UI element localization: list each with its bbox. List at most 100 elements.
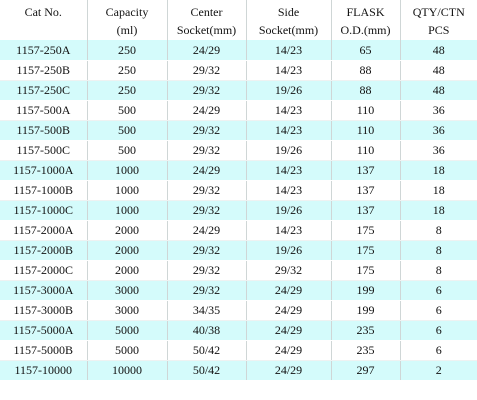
table-row: 1157-5000A 5000 40/38 24/29 235 6: [0, 320, 477, 341]
cat-no-cell: 1157-250A: [0, 40, 88, 61]
qty-cell: 2: [400, 360, 477, 381]
capacity-cell: 250: [87, 60, 168, 81]
qty-cell: 6: [400, 340, 477, 361]
qty-cell: 18: [400, 180, 477, 201]
capacity-cell: 1000: [87, 180, 168, 201]
qty-cell: 48: [400, 40, 477, 61]
flask-od-cell: 235: [331, 320, 401, 341]
flask-spec-table: Cat No. Capacity Center Side FLASK QTY/C…: [0, 0, 477, 381]
cat-no-cell: 1157-500C: [0, 140, 88, 161]
side-socket-cell: 14/23: [246, 120, 332, 141]
center-socket-cell: 29/32: [167, 240, 247, 261]
flask-od-cell: 137: [331, 200, 401, 221]
flask-od-cell: 88: [331, 80, 401, 101]
capacity-cell: 1000: [87, 160, 168, 181]
flask-od-cell: 235: [331, 340, 401, 361]
side-socket-cell: 14/23: [246, 180, 332, 201]
side-socket-cell: 19/26: [246, 240, 332, 261]
side-socket-cell: 24/29: [246, 300, 332, 321]
side-socket-cell: 14/23: [246, 220, 332, 241]
qty-cell: 36: [400, 140, 477, 161]
cat-no-cell: 1157-500A: [0, 100, 88, 121]
cat-no-cell: 1157-1000B: [0, 180, 88, 201]
capacity-cell: 5000: [87, 340, 168, 361]
capacity-cell: 2000: [87, 240, 168, 261]
center-socket-cell: 29/32: [167, 180, 247, 201]
table-row: 1157-2000C 2000 29/32 29/32 175 8: [0, 260, 477, 281]
flask-od-cell: 137: [331, 180, 401, 201]
cat-no-cell: 1157-5000B: [0, 340, 88, 361]
center-socket-cell: 50/42: [167, 360, 247, 381]
qty-cell: 6: [400, 300, 477, 321]
qty-cell: 6: [400, 280, 477, 301]
flask-od-cell: 175: [331, 220, 401, 241]
capacity-cell: 500: [87, 100, 168, 121]
flask-od-cell: 175: [331, 260, 401, 281]
table-row: 1157-1000A 1000 24/29 14/23 137 18: [0, 160, 477, 181]
flask-od-cell: 137: [331, 160, 401, 181]
capacity-cell: 500: [87, 140, 168, 161]
qty-cell: 8: [400, 260, 477, 281]
cat-no-cell: 1157-2000C: [0, 260, 88, 281]
header-flask: FLASK: [331, 0, 401, 20]
table-row: 1157-5000B 5000 50/42 24/29 235 6: [0, 340, 477, 361]
cat-no-cell: 1157-500B: [0, 120, 88, 141]
table-row: 1157-500B 500 29/32 14/23 110 36: [0, 120, 477, 141]
side-socket-cell: 24/29: [246, 360, 332, 381]
capacity-cell: 250: [87, 40, 168, 61]
flask-od-cell: 65: [331, 40, 401, 61]
table-row: 1157-250A 250 24/29 14/23 65 48: [0, 40, 477, 61]
center-socket-cell: 29/32: [167, 200, 247, 221]
center-socket-cell: 24/29: [167, 160, 247, 181]
capacity-cell: 10000: [87, 360, 168, 381]
header-cat-no: Cat No.: [0, 0, 88, 20]
capacity-cell: 3000: [87, 280, 168, 301]
center-socket-cell: 24/29: [167, 40, 247, 61]
center-socket-cell: 29/32: [167, 140, 247, 161]
side-socket-cell: 24/29: [246, 280, 332, 301]
header-flask-unit: O.D.(mm): [331, 20, 401, 40]
flask-od-cell: 199: [331, 280, 401, 301]
side-socket-cell: 29/32: [246, 260, 332, 281]
table-row: 1157-1000B 1000 29/32 14/23 137 18: [0, 180, 477, 201]
table-row: 1157-3000B 3000 34/35 24/29 199 6: [0, 300, 477, 321]
capacity-cell: 500: [87, 120, 168, 141]
side-socket-cell: 14/23: [246, 160, 332, 181]
center-socket-cell: 40/38: [167, 320, 247, 341]
center-socket-cell: 29/32: [167, 260, 247, 281]
cat-no-cell: 1157-5000A: [0, 320, 88, 341]
cat-no-cell: 1157-10000: [0, 360, 88, 381]
table-header: Cat No. Capacity Center Side FLASK QTY/C…: [0, 0, 477, 40]
capacity-cell: 250: [87, 80, 168, 101]
header-side: Side: [246, 0, 332, 20]
qty-cell: 18: [400, 160, 477, 181]
side-socket-cell: 19/26: [246, 140, 332, 161]
side-socket-cell: 14/23: [246, 100, 332, 121]
capacity-cell: 2000: [87, 220, 168, 241]
header-qty-ctn: QTY/CTN: [412, 4, 465, 19]
header-qty-unit: PCS: [428, 23, 450, 37]
side-socket-cell: 24/29: [246, 320, 332, 341]
qty-cell: 8: [400, 240, 477, 261]
flask-od-cell: 88: [331, 60, 401, 81]
table-body: 1157-250A 250 24/29 14/23 65 48 1157-250B 250 29…: [0, 40, 477, 381]
qty-cell: 36: [400, 120, 477, 141]
table-row: 1157-2000A 2000 24/29 14/23 175 8: [0, 220, 477, 241]
flask-od-cell: 175: [331, 240, 401, 261]
header-cat-no-unit: [0, 20, 88, 40]
table-row: 1157-3000A 3000 29/32 24/29 199 6: [0, 280, 477, 301]
center-socket-cell: 29/32: [167, 120, 247, 141]
center-socket-cell: 34/35: [167, 300, 247, 321]
qty-cell: 48: [400, 80, 477, 101]
cat-no-cell: 1157-2000B: [0, 240, 88, 261]
table-row: 1157-1000C 1000 29/32 19/26 137 18: [0, 200, 477, 221]
side-socket-cell: 24/29: [246, 340, 332, 361]
header-center-unit: Socket(mm): [167, 20, 247, 40]
qty-cell: 18: [400, 200, 477, 221]
capacity-cell: 1000: [87, 200, 168, 221]
center-socket-cell: 50/42: [167, 340, 247, 361]
capacity-cell: 3000: [87, 300, 168, 321]
capacity-cell: 2000: [87, 260, 168, 281]
cat-no-cell: 1157-1000A: [0, 160, 88, 181]
center-socket-cell: 29/32: [167, 80, 247, 101]
